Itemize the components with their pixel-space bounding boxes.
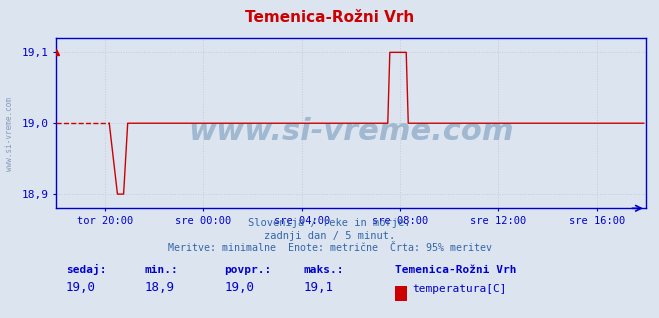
Text: min.:: min.:	[145, 265, 179, 275]
Text: www.si-vreme.com: www.si-vreme.com	[5, 97, 14, 170]
Text: povpr.:: povpr.:	[224, 265, 272, 275]
Text: 18,9: 18,9	[145, 281, 175, 294]
Text: 19,0: 19,0	[66, 281, 96, 294]
Text: 19,1: 19,1	[303, 281, 333, 294]
Text: Meritve: minimalne  Enote: metrične  Črta: 95% meritev: Meritve: minimalne Enote: metrične Črta:…	[167, 243, 492, 253]
Text: www.si-vreme.com: www.si-vreme.com	[188, 117, 514, 146]
Text: Temenica-Rožni Vrh: Temenica-Rožni Vrh	[245, 10, 414, 24]
Text: sedaj:: sedaj:	[66, 264, 106, 275]
Text: maks.:: maks.:	[303, 265, 343, 275]
Text: Temenica-Rožni Vrh: Temenica-Rožni Vrh	[395, 265, 517, 275]
Text: Slovenija / reke in morje.: Slovenija / reke in morje.	[248, 218, 411, 228]
Text: temperatura[C]: temperatura[C]	[412, 284, 506, 294]
Text: 19,0: 19,0	[224, 281, 254, 294]
Text: zadnji dan / 5 minut.: zadnji dan / 5 minut.	[264, 231, 395, 240]
